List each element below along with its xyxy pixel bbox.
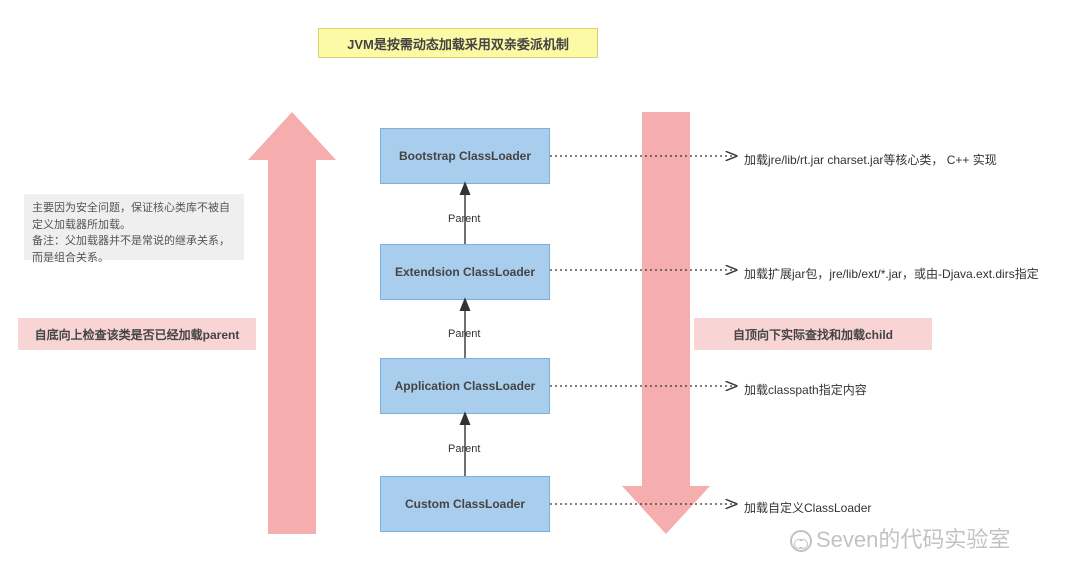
right-pink-label: 自顶向下实际查找和加载child bbox=[694, 318, 932, 350]
loader-extension: Extendsion ClassLoader bbox=[380, 244, 550, 300]
loader-application: Application ClassLoader bbox=[380, 358, 550, 414]
parent-label-2: Parent bbox=[448, 443, 480, 455]
parent-label-1: Parent bbox=[448, 328, 480, 340]
parent-label-0: Parent bbox=[448, 213, 480, 225]
watermark: Seven的代码实验室 bbox=[790, 522, 1010, 554]
left-pink-label: 自底向上检查该类是否已经加载parent bbox=[18, 318, 256, 350]
desc-application: 加载classpath指定内容 bbox=[744, 381, 867, 398]
loader-custom: Custom ClassLoader bbox=[380, 476, 550, 532]
desc-extension: 加载扩展jar包，jre/lib/ext/*.jar，或由-Djava.ext.… bbox=[744, 265, 1039, 282]
loader-bootstrap: Bootstrap ClassLoader bbox=[380, 128, 550, 184]
diagram-title: JVM是按需动态加载采用双亲委派机制 bbox=[318, 28, 598, 58]
wechat-icon bbox=[790, 530, 812, 552]
note-box: 主要因为安全问题，保证核心类库不被自定义加载器所加载。 备注：父加载器并不是常说… bbox=[24, 194, 244, 260]
desc-custom: 加载自定义ClassLoader bbox=[744, 499, 871, 516]
desc-bootstrap: 加载jre/lib/rt.jar charset.jar等核心类， C++ 实现 bbox=[744, 151, 997, 168]
